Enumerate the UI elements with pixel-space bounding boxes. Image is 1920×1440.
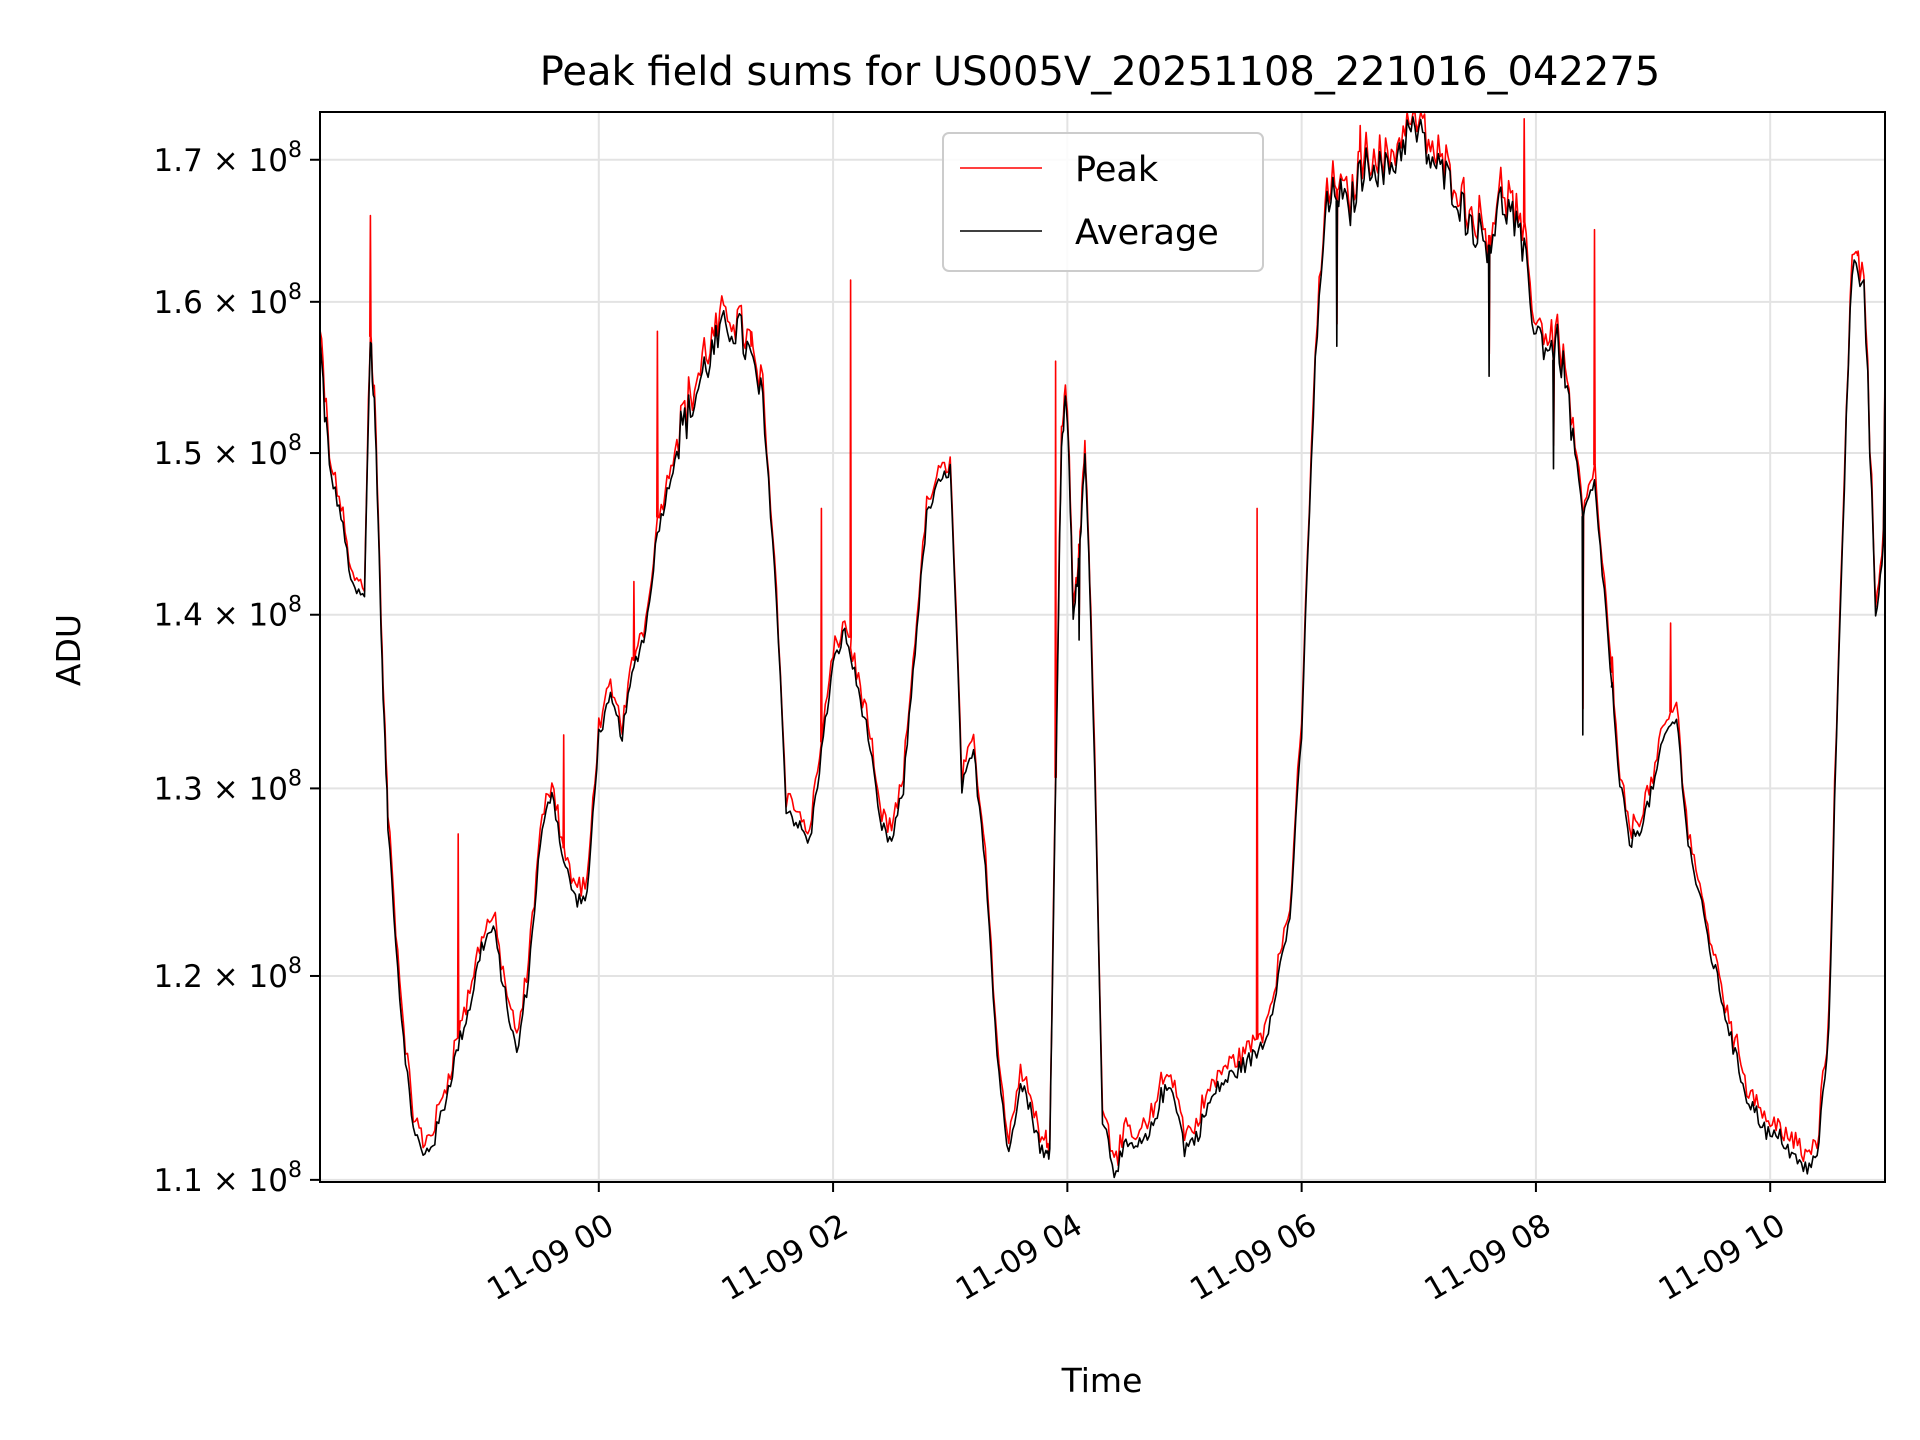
y-tick-base: 10 xyxy=(249,1163,288,1199)
x-gridlines xyxy=(597,112,1772,1182)
y-tick-mantissa: 1.3 xyxy=(154,771,203,807)
y-tick-label: 1.3 × 108 xyxy=(154,766,302,807)
y-axis-title: ADU xyxy=(49,614,88,686)
y-tick-label: 1.4 × 108 xyxy=(154,593,302,634)
y-tick-label: 1.5 × 108 xyxy=(154,431,302,472)
y-tick-times: × xyxy=(203,436,249,472)
series-layer xyxy=(319,111,1886,1179)
y-tick-mantissa: 1.6 xyxy=(154,285,203,321)
y-tick-mantissa: 1.2 xyxy=(154,959,203,995)
legend-average-label: Average xyxy=(1075,213,1219,253)
y-tick-mantissa: 1.5 xyxy=(154,436,203,472)
y-tick-times: × xyxy=(203,771,249,807)
series-average-line xyxy=(319,116,1886,1179)
y-tick-label: 1.1 × 108 xyxy=(154,1158,302,1199)
y-tick-times: × xyxy=(203,285,249,321)
x-axis-title: Time xyxy=(1061,1361,1143,1400)
y-tick-times: × xyxy=(203,598,249,634)
y-tick-exponent: 8 xyxy=(288,138,302,163)
y-tick-times: × xyxy=(203,143,249,179)
plot-frame xyxy=(319,111,1886,1183)
y-tick-exponent: 8 xyxy=(288,954,302,979)
y-tick-base: 10 xyxy=(249,959,288,995)
y-tick-base: 10 xyxy=(249,143,288,179)
y-tick-label: 1.2 × 108 xyxy=(154,954,302,995)
y-tick-base: 10 xyxy=(249,285,288,321)
y-tick-label: 1.6 × 108 xyxy=(154,280,302,321)
y-tick-base: 10 xyxy=(249,598,288,634)
y-tick-mantissa: 1.1 xyxy=(154,1163,203,1199)
y-tick-exponent: 8 xyxy=(288,280,302,305)
chart-title: Peak field sums for US005V_20251108_2210… xyxy=(540,49,1661,95)
y-tick-times: × xyxy=(203,959,249,995)
legend: Peak Average xyxy=(942,132,1264,272)
y-tick-times: × xyxy=(203,1163,249,1199)
y-tick-mantissa: 1.4 xyxy=(154,598,203,634)
y-tick-label: 1.7 × 108 xyxy=(154,138,302,179)
y-tick-exponent: 8 xyxy=(288,593,302,618)
y-tick-base: 10 xyxy=(249,771,288,807)
y-tick-mantissa: 1.7 xyxy=(154,143,203,179)
y-gridlines xyxy=(320,158,1885,1181)
y-tick-exponent: 8 xyxy=(288,766,302,791)
y-tick-base: 10 xyxy=(249,436,288,472)
legend-peak-label: Peak xyxy=(1075,150,1159,190)
y-tick-exponent: 8 xyxy=(288,1158,302,1183)
y-tick-exponent: 8 xyxy=(288,431,302,456)
